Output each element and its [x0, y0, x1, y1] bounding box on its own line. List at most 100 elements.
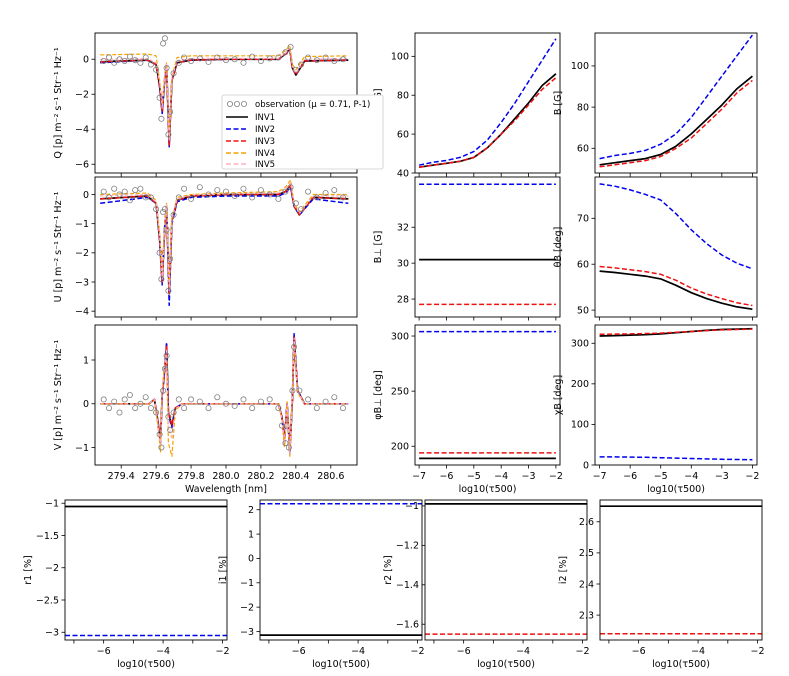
observation-point: [167, 426, 174, 433]
legend-entry-inv2: INV2: [226, 125, 275, 135]
observation-point: [205, 191, 212, 198]
y-tick-label: −1.5: [36, 531, 59, 542]
observation-point: [175, 194, 182, 201]
axes-frame-i1: [259, 499, 423, 641]
panel-chiB: 0 100 200 300 −7 −6 −5 −4 −3 −2 χB [deg] log10(τ500…: [553, 324, 759, 495]
observation-point: [121, 396, 128, 403]
x-tick-label: −5: [467, 471, 481, 482]
observation-point: [305, 396, 312, 403]
y-tick-label: 1: [83, 355, 89, 366]
y-tick-label: 200: [391, 442, 409, 453]
x-tick-label: −4: [351, 646, 365, 657]
observation-point: [240, 185, 247, 192]
y-tick-label: 60: [577, 144, 589, 155]
legend: observation (μ = 0.71, P-1) INV1 INV2 IN…: [221, 94, 384, 170]
observation-point: [339, 56, 346, 63]
x-axis-label-i2: log10(τ500): [652, 659, 710, 670]
y-tick-label: 40: [397, 168, 409, 179]
observation-point: [240, 59, 247, 66]
x-tick-label: 280.2: [247, 471, 274, 482]
observation-point: [106, 194, 113, 201]
observation-point: [249, 53, 256, 60]
observation-point: [196, 398, 203, 405]
observation-point: [156, 249, 163, 256]
observation-point: [132, 187, 139, 194]
y-axis-label-i2: i2 [%]: [558, 556, 569, 584]
y-axis-label-Q: Q [p] m⁻² s⁻¹ Str⁻¹ Hz⁻¹: [53, 47, 64, 158]
x-axis-label-phiBperp: log10(τ500): [459, 484, 517, 495]
observation-point: [296, 387, 303, 394]
observation-point: [292, 200, 299, 207]
observation-point: [165, 413, 172, 420]
observation-point: [196, 55, 203, 62]
observation-point: [167, 255, 174, 262]
observation-point: [298, 206, 305, 213]
observation-point: [231, 56, 238, 63]
x-axis-label-i1: log10(τ500): [312, 659, 370, 670]
y-axis-label-r2: r2 [%]: [383, 555, 394, 584]
x-tick-label: 280.6: [317, 471, 344, 482]
series-inv4-V: [100, 339, 349, 457]
x-tick-label: 280.0: [212, 471, 239, 482]
x-tick-label: −6: [457, 646, 471, 657]
observation-point: [298, 61, 305, 68]
series-inv2-chiB: [599, 456, 753, 461]
observation-point: [266, 191, 273, 198]
observation-point: [163, 352, 170, 359]
x-tick-label: −3: [522, 471, 536, 482]
x-axis-label-V: Wavelength [nm]: [185, 484, 267, 495]
observation-point: [313, 405, 320, 412]
series-inv2-V: [100, 333, 349, 455]
y-tick-label: −4: [75, 306, 89, 317]
series-inv5-U: [100, 182, 349, 292]
x-tick-label: −5: [654, 471, 668, 482]
observation-point: [322, 189, 329, 196]
observation-point: [285, 444, 292, 451]
y-tick-label: −1.4: [396, 580, 419, 591]
observation-point: [231, 402, 238, 409]
observation-point: [156, 431, 163, 438]
y-tick-label: −2.5: [36, 595, 59, 606]
y-tick-label: 0: [83, 55, 89, 66]
x-tick-label: 279.4: [108, 471, 135, 482]
observation-point: [100, 58, 107, 65]
observation-point: [214, 187, 221, 194]
observation-point: [205, 58, 212, 65]
y-tick-label: −2: [240, 602, 254, 613]
observation-point: [126, 53, 133, 60]
observation-point: [106, 405, 113, 412]
observation-point: [257, 187, 264, 194]
observation-point: [222, 57, 229, 64]
axes-frame-phiBperp: [414, 324, 561, 466]
observation-point: [147, 61, 154, 68]
series-inv1-B: [599, 75, 753, 166]
legend-entry-inv5: INV5: [226, 160, 275, 170]
y-tick-label: 100: [571, 420, 589, 431]
observation-point: [126, 197, 133, 204]
x-tick-label: −4: [494, 471, 508, 482]
y-tick-label: 200: [571, 379, 589, 390]
observation-point: [106, 54, 113, 61]
x-tick-label: −7: [412, 471, 426, 482]
observation-point: [282, 188, 289, 195]
observation-point: [240, 396, 247, 403]
y-axis-label-U: U [p] m⁻² s⁻¹ Str⁻¹ Hz⁻¹: [53, 191, 64, 302]
observation-point: [158, 115, 165, 122]
x-tick-label: −4: [691, 646, 705, 657]
axes-frame-i2: [599, 499, 763, 641]
observation-point: [160, 208, 167, 215]
legend-inv4-label: INV4: [255, 149, 275, 159]
panel-Bpar: 406080100B∥ [G]: [373, 32, 561, 179]
observation-point: [292, 66, 299, 73]
panel-phiBperp: 200 250 300 −7 −6 −5 −4 −3 −2 φB⊥ [deg] log10(τ500…: [373, 324, 563, 495]
observation-point: [231, 192, 238, 199]
x-tick-label: −6: [97, 646, 111, 657]
observation-point: [170, 70, 177, 77]
observation-point: [170, 211, 177, 218]
observation-point: [181, 54, 188, 61]
observation-point: [331, 187, 338, 194]
panel-U: −4 −3 −2 −1 0 U [p] m⁻² s⁻¹ Str⁻¹ Hz⁻¹: [53, 176, 358, 321]
series-inv1-thetaB: [599, 270, 753, 311]
observation-point: [163, 226, 170, 233]
